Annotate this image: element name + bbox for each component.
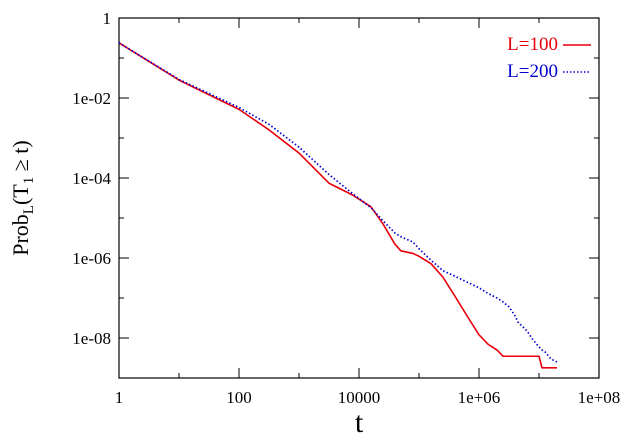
x-tick-label: 1e+06 bbox=[458, 388, 501, 407]
x-tick-label: 1e+08 bbox=[578, 388, 621, 407]
x-axis-label: t bbox=[355, 406, 364, 439]
legend-label-l100: L=100 bbox=[507, 34, 558, 55]
legend: L=100 L=200 bbox=[507, 34, 591, 82]
y-tick-label: 1e-06 bbox=[72, 249, 111, 268]
series-lines bbox=[118, 42, 558, 369]
legend-label-l200: L=200 bbox=[507, 61, 558, 82]
y-tick-label: 1 bbox=[103, 9, 112, 28]
series-line-l200 bbox=[118, 42, 558, 363]
axis-ticks: 1 100 10000 1e+06 1e+08 1 1e-02 1e-04 1e-06 1e-08 bbox=[72, 9, 620, 407]
x-tick-label: 10000 bbox=[338, 388, 381, 407]
y-tick-label: 1e-08 bbox=[72, 329, 111, 348]
x-tick-label: 100 bbox=[226, 388, 252, 407]
y-tick-label: 1e-02 bbox=[72, 89, 111, 108]
y-tick-label: 1e-04 bbox=[72, 169, 111, 188]
series-line-l100 bbox=[118, 42, 557, 369]
y-axis-label: ProbL(T1 ≥ t) bbox=[8, 140, 37, 256]
x-tick-label: 1 bbox=[115, 388, 124, 407]
